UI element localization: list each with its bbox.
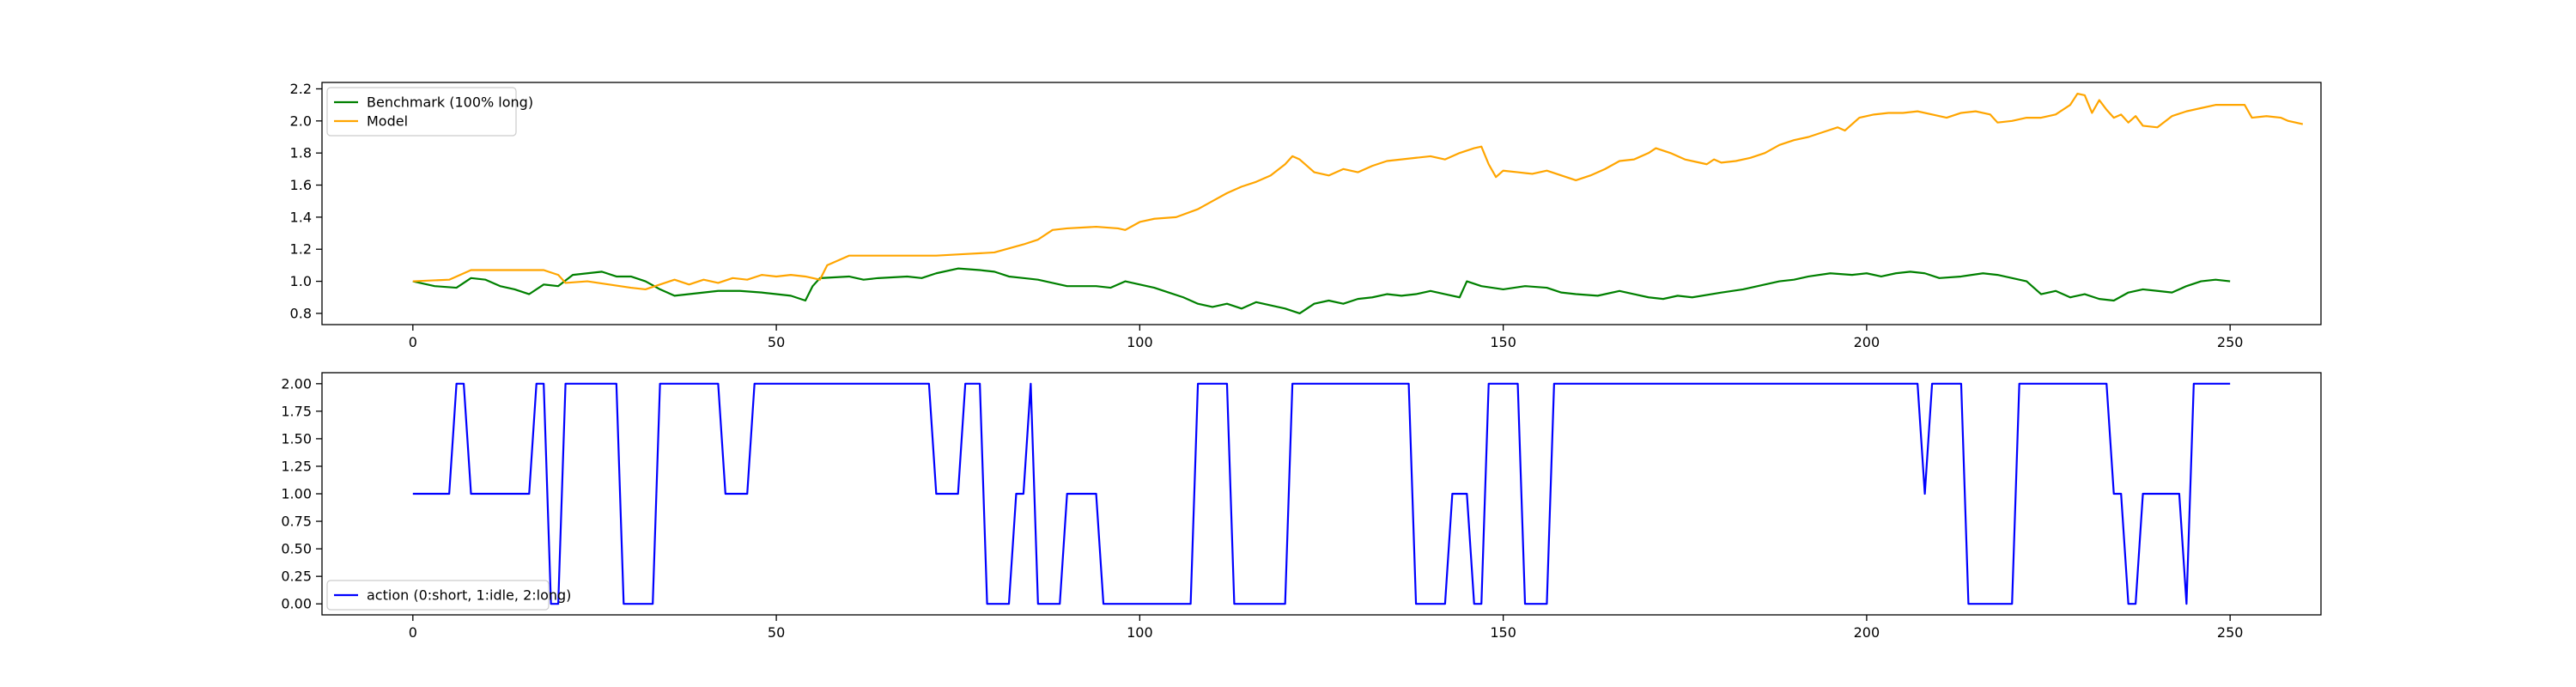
y-tick-label: 0.75 [281,514,312,530]
legend-box [326,580,550,611]
y-tick-label: 1.4 [290,209,312,225]
y-tick-label: 1.8 [290,145,312,161]
series-line-0-0 [412,267,2231,315]
x-tick-label: 50 [768,334,785,350]
x-tick-label: 250 [2217,624,2244,641]
y-tick-label: 1.2 [290,241,312,258]
legend: action (0:short, 1:idle, 2:long) [326,580,571,611]
y-tick-label: 1.75 [281,403,312,419]
x-tick-label: 150 [1490,334,1516,350]
x-tick-label: 200 [1854,334,1880,350]
top-chart-benchmark-vs-model: 0 50 100 150 200 250 0.8 1.0 1.2 1.4 1.6 1.8 2.0 2.2 B… [290,81,2322,350]
y-tick-label: 1.25 [281,458,312,474]
y-tick-label: 0.25 [281,568,312,585]
y-tick-label: 0.8 [290,305,312,321]
x-tick-label: 250 [2217,334,2244,350]
y-tick-label: 2.00 [281,375,312,392]
x-tick-label: 0 [409,334,417,350]
legend: Benchmark (100% long) Model [326,87,533,137]
y-tick-label: 1.0 [290,273,312,289]
axes-frame [321,82,2322,325]
y-tick-label: 1.00 [281,486,312,502]
x-tick-label: 50 [768,624,785,641]
legend-label: Model [367,113,408,130]
legend-label: action (0:short, 1:idle, 2:long) [367,587,571,604]
y-tick-label: 0.50 [281,541,312,557]
series-line-0-1 [412,92,2304,291]
bottom-chart-action: 0 50 100 150 200 250 0.00 0.25 0.50 0.75 1.00 1.25 1… [281,372,2322,641]
x-tick-label: 100 [1127,624,1153,641]
y-tick-label: 1.50 [281,430,312,447]
legend-label: Benchmark (100% long) [367,94,533,111]
y-tick-label: 2.2 [290,81,312,97]
x-tick-label: 150 [1490,624,1516,641]
x-tick-label: 100 [1127,334,1153,350]
x-tick-label: 200 [1854,624,1880,641]
x-tick-label: 0 [409,624,417,641]
legend-box [326,87,517,137]
y-tick-label: 2.0 [290,112,312,129]
series-line-1-0 [412,382,2231,605]
y-tick-label: 1.6 [290,177,312,193]
y-tick-label: 0.00 [281,596,312,612]
